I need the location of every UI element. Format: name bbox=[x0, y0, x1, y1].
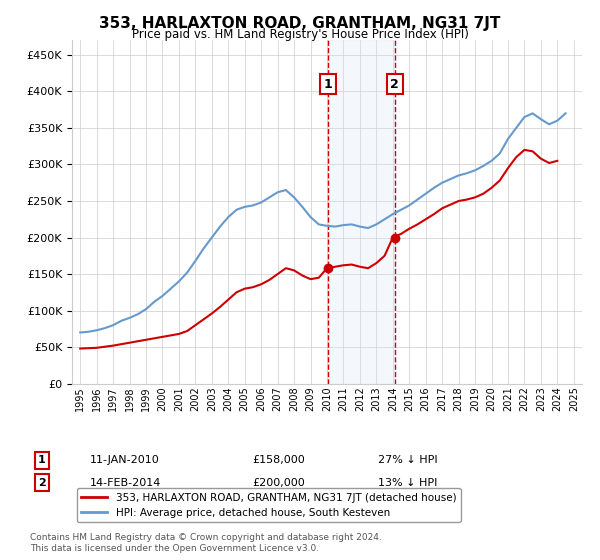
Text: 27% ↓ HPI: 27% ↓ HPI bbox=[378, 455, 437, 465]
Text: Contains HM Land Registry data © Crown copyright and database right 2024.
This d: Contains HM Land Registry data © Crown c… bbox=[30, 533, 382, 553]
Text: 14-FEB-2014: 14-FEB-2014 bbox=[90, 478, 161, 488]
Text: 1: 1 bbox=[323, 78, 332, 91]
Text: Price paid vs. HM Land Registry's House Price Index (HPI): Price paid vs. HM Land Registry's House … bbox=[131, 28, 469, 41]
Text: 13% ↓ HPI: 13% ↓ HPI bbox=[378, 478, 437, 488]
Text: £200,000: £200,000 bbox=[252, 478, 305, 488]
Legend: 353, HARLAXTON ROAD, GRANTHAM, NG31 7JT (detached house), HPI: Average price, de: 353, HARLAXTON ROAD, GRANTHAM, NG31 7JT … bbox=[77, 488, 461, 522]
Text: 1: 1 bbox=[38, 455, 46, 465]
Text: 353, HARLAXTON ROAD, GRANTHAM, NG31 7JT: 353, HARLAXTON ROAD, GRANTHAM, NG31 7JT bbox=[100, 16, 500, 31]
Bar bbox=[328, 40, 395, 384]
Text: £158,000: £158,000 bbox=[252, 455, 305, 465]
Text: 2: 2 bbox=[391, 78, 399, 91]
Text: 2: 2 bbox=[38, 478, 46, 488]
Text: 11-JAN-2010: 11-JAN-2010 bbox=[90, 455, 160, 465]
